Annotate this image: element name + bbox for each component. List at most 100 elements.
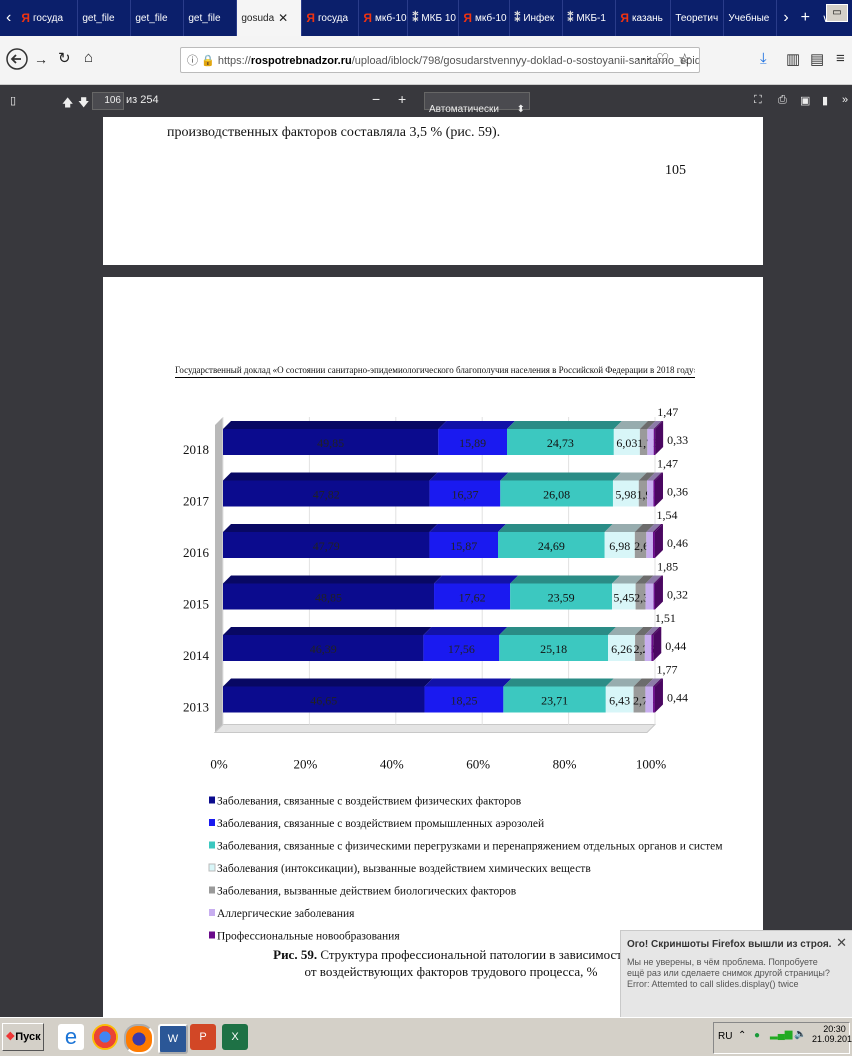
zoom-in-button[interactable]: + [398, 91, 407, 107]
library-icon[interactable]: ▥ [786, 51, 801, 68]
tab-label: get_file [188, 12, 221, 24]
data-label: 23,71 [541, 694, 568, 708]
security-icon[interactable]: ● [754, 1030, 761, 1041]
save-icon[interactable]: ▣ [800, 95, 811, 107]
word-icon[interactable]: W [158, 1024, 188, 1054]
print-icon[interactable]: ⎙ [778, 94, 787, 106]
page-number: 105 [665, 163, 686, 178]
zoom-value: Автоматически [429, 104, 499, 115]
y-tick-label: 2016 [183, 545, 210, 560]
x-tick-label: 0% [210, 757, 228, 772]
previous-page-icon[interactable]: 🡅 [62, 97, 74, 109]
firefox-icon[interactable] [124, 1024, 154, 1054]
presentation-mode-icon[interactable]: ⛶ [754, 94, 762, 106]
chrome-icon[interactable] [92, 1024, 118, 1050]
yandex-icon: Я [21, 11, 30, 25]
pdf-viewer[interactable]: производственных факторов составляла 3,5… [0, 117, 852, 1017]
powerpoint-icon[interactable]: P [190, 1024, 216, 1050]
data-label: 1,47 [657, 405, 678, 419]
home-button[interactable]: ⌂ [84, 49, 94, 66]
page-actions-icon[interactable]: ··· [636, 50, 651, 67]
page-number-input[interactable]: 106 [92, 92, 124, 110]
yandex-icon: Я [463, 11, 472, 25]
tray-expand-icon[interactable]: ⌃ [738, 1030, 747, 1041]
excel-icon[interactable]: X [222, 1024, 248, 1050]
site-info-icon[interactable]: ⓘ [187, 55, 198, 67]
browser-tab[interactable]: get_file [184, 0, 238, 36]
bar-segment [645, 686, 654, 713]
bar-segment-top [499, 627, 617, 635]
notification-error: Error: Attemted to call slides.display()… [627, 979, 799, 989]
bar-segment-top [635, 627, 653, 635]
legend-label: Заболевания, связанные с воздействием фи… [217, 796, 522, 808]
sidebar-icon[interactable]: ▤ [810, 51, 825, 68]
notification-text: Мы не уверены, в чём проблема. Попробует… [627, 957, 830, 978]
toggle-sidebar-icon[interactable]: ▯ [10, 95, 17, 107]
legend-swatch [209, 909, 215, 916]
data-label: 24,73 [547, 436, 574, 450]
windows-logo-icon: ❖ [5, 1031, 16, 1043]
tab-label: gosuda [241, 12, 275, 24]
body-text: производственных факторов составляла 3,5… [167, 125, 501, 140]
notification-message: Мы не уверены, в чём проблема. Попробует… [627, 957, 837, 990]
back-button[interactable] [6, 48, 28, 75]
bar-end-face [654, 524, 663, 558]
forward-button[interactable]: → [34, 51, 48, 67]
zoom-out-button[interactable]: − [372, 91, 381, 107]
data-label: 5,98 [615, 488, 636, 502]
close-tab-icon[interactable]: ✕ [278, 11, 289, 25]
close-icon[interactable]: ✕ [836, 935, 847, 950]
restore-window-button[interactable]: ▭ [826, 4, 848, 22]
reload-button[interactable]: ↻ [58, 50, 71, 67]
downloads-icon[interactable]: ⤓ [760, 50, 767, 67]
browser-tab[interactable]: Теоретич [671, 0, 725, 36]
next-page-icon[interactable]: 🡇 [78, 97, 90, 109]
mkb-icon: ⁑ [567, 11, 574, 25]
pocket-icon[interactable]: ♡ [656, 51, 670, 68]
bar-segment-top [510, 575, 621, 584]
new-tab-icon[interactable]: + [800, 9, 810, 26]
tab-label: Инфек [523, 12, 555, 24]
browser-tab[interactable]: get_file [78, 0, 132, 36]
browser-tab[interactable]: get_file [131, 0, 185, 36]
legend-label: Аллергические заболевания [217, 908, 355, 920]
bar-segment-top [223, 575, 443, 584]
scroll-tabs-left-icon[interactable]: ‹ [6, 9, 12, 26]
network-icon[interactable]: ▂▄▆ [770, 1029, 793, 1040]
scroll-tabs-right-icon[interactable]: › [783, 9, 789, 26]
browser-tab[interactable]: ⁑ МКБ-1 [563, 0, 617, 36]
bar-segment-top [645, 575, 662, 584]
pdf-page-previous: производственных факторов составляла 3,5… [103, 117, 763, 265]
start-button[interactable]: ❖Пуск [2, 1023, 44, 1051]
clock-date: 21.09.2019 [812, 1034, 852, 1044]
bar-segment-top [223, 472, 438, 481]
x-tick-label: 100% [636, 757, 667, 772]
menu-icon[interactable]: ≡ [836, 50, 845, 67]
browser-tab[interactable]: gosuda ✕ [237, 0, 303, 36]
bookmark-icon[interactable]: ▮ [822, 95, 829, 107]
bookmark-star-icon[interactable]: ☆ [678, 51, 692, 68]
volume-icon[interactable]: 🔈 [794, 1029, 807, 1040]
browser-tab[interactable]: ⁑ МКБ 10 [408, 0, 460, 36]
data-label: 0,46 [667, 536, 688, 550]
browser-tab[interactable]: ⁑ Инфек [510, 0, 564, 36]
zoom-select[interactable]: Автоматически ⬍ [424, 92, 530, 115]
tab-label: госуда [317, 12, 349, 24]
browser-tab[interactable]: Учебные [724, 0, 778, 36]
language-indicator[interactable]: RU [718, 1031, 733, 1042]
tools-icon[interactable]: » [842, 94, 849, 106]
bar-segment-top [498, 524, 613, 532]
bar-segment [647, 480, 654, 507]
address-bar[interactable]: ⓘ 🔒 https://rospotrebnadzor.ru/upload/ib… [180, 47, 700, 73]
data-label: 48,85 [315, 591, 342, 605]
legend-swatch [209, 796, 215, 804]
bar-segment [647, 429, 654, 455]
internet-explorer-icon[interactable]: e [58, 1024, 84, 1050]
pdf-page-current: Государственный доклад «О состоянии сани… [103, 277, 763, 1017]
